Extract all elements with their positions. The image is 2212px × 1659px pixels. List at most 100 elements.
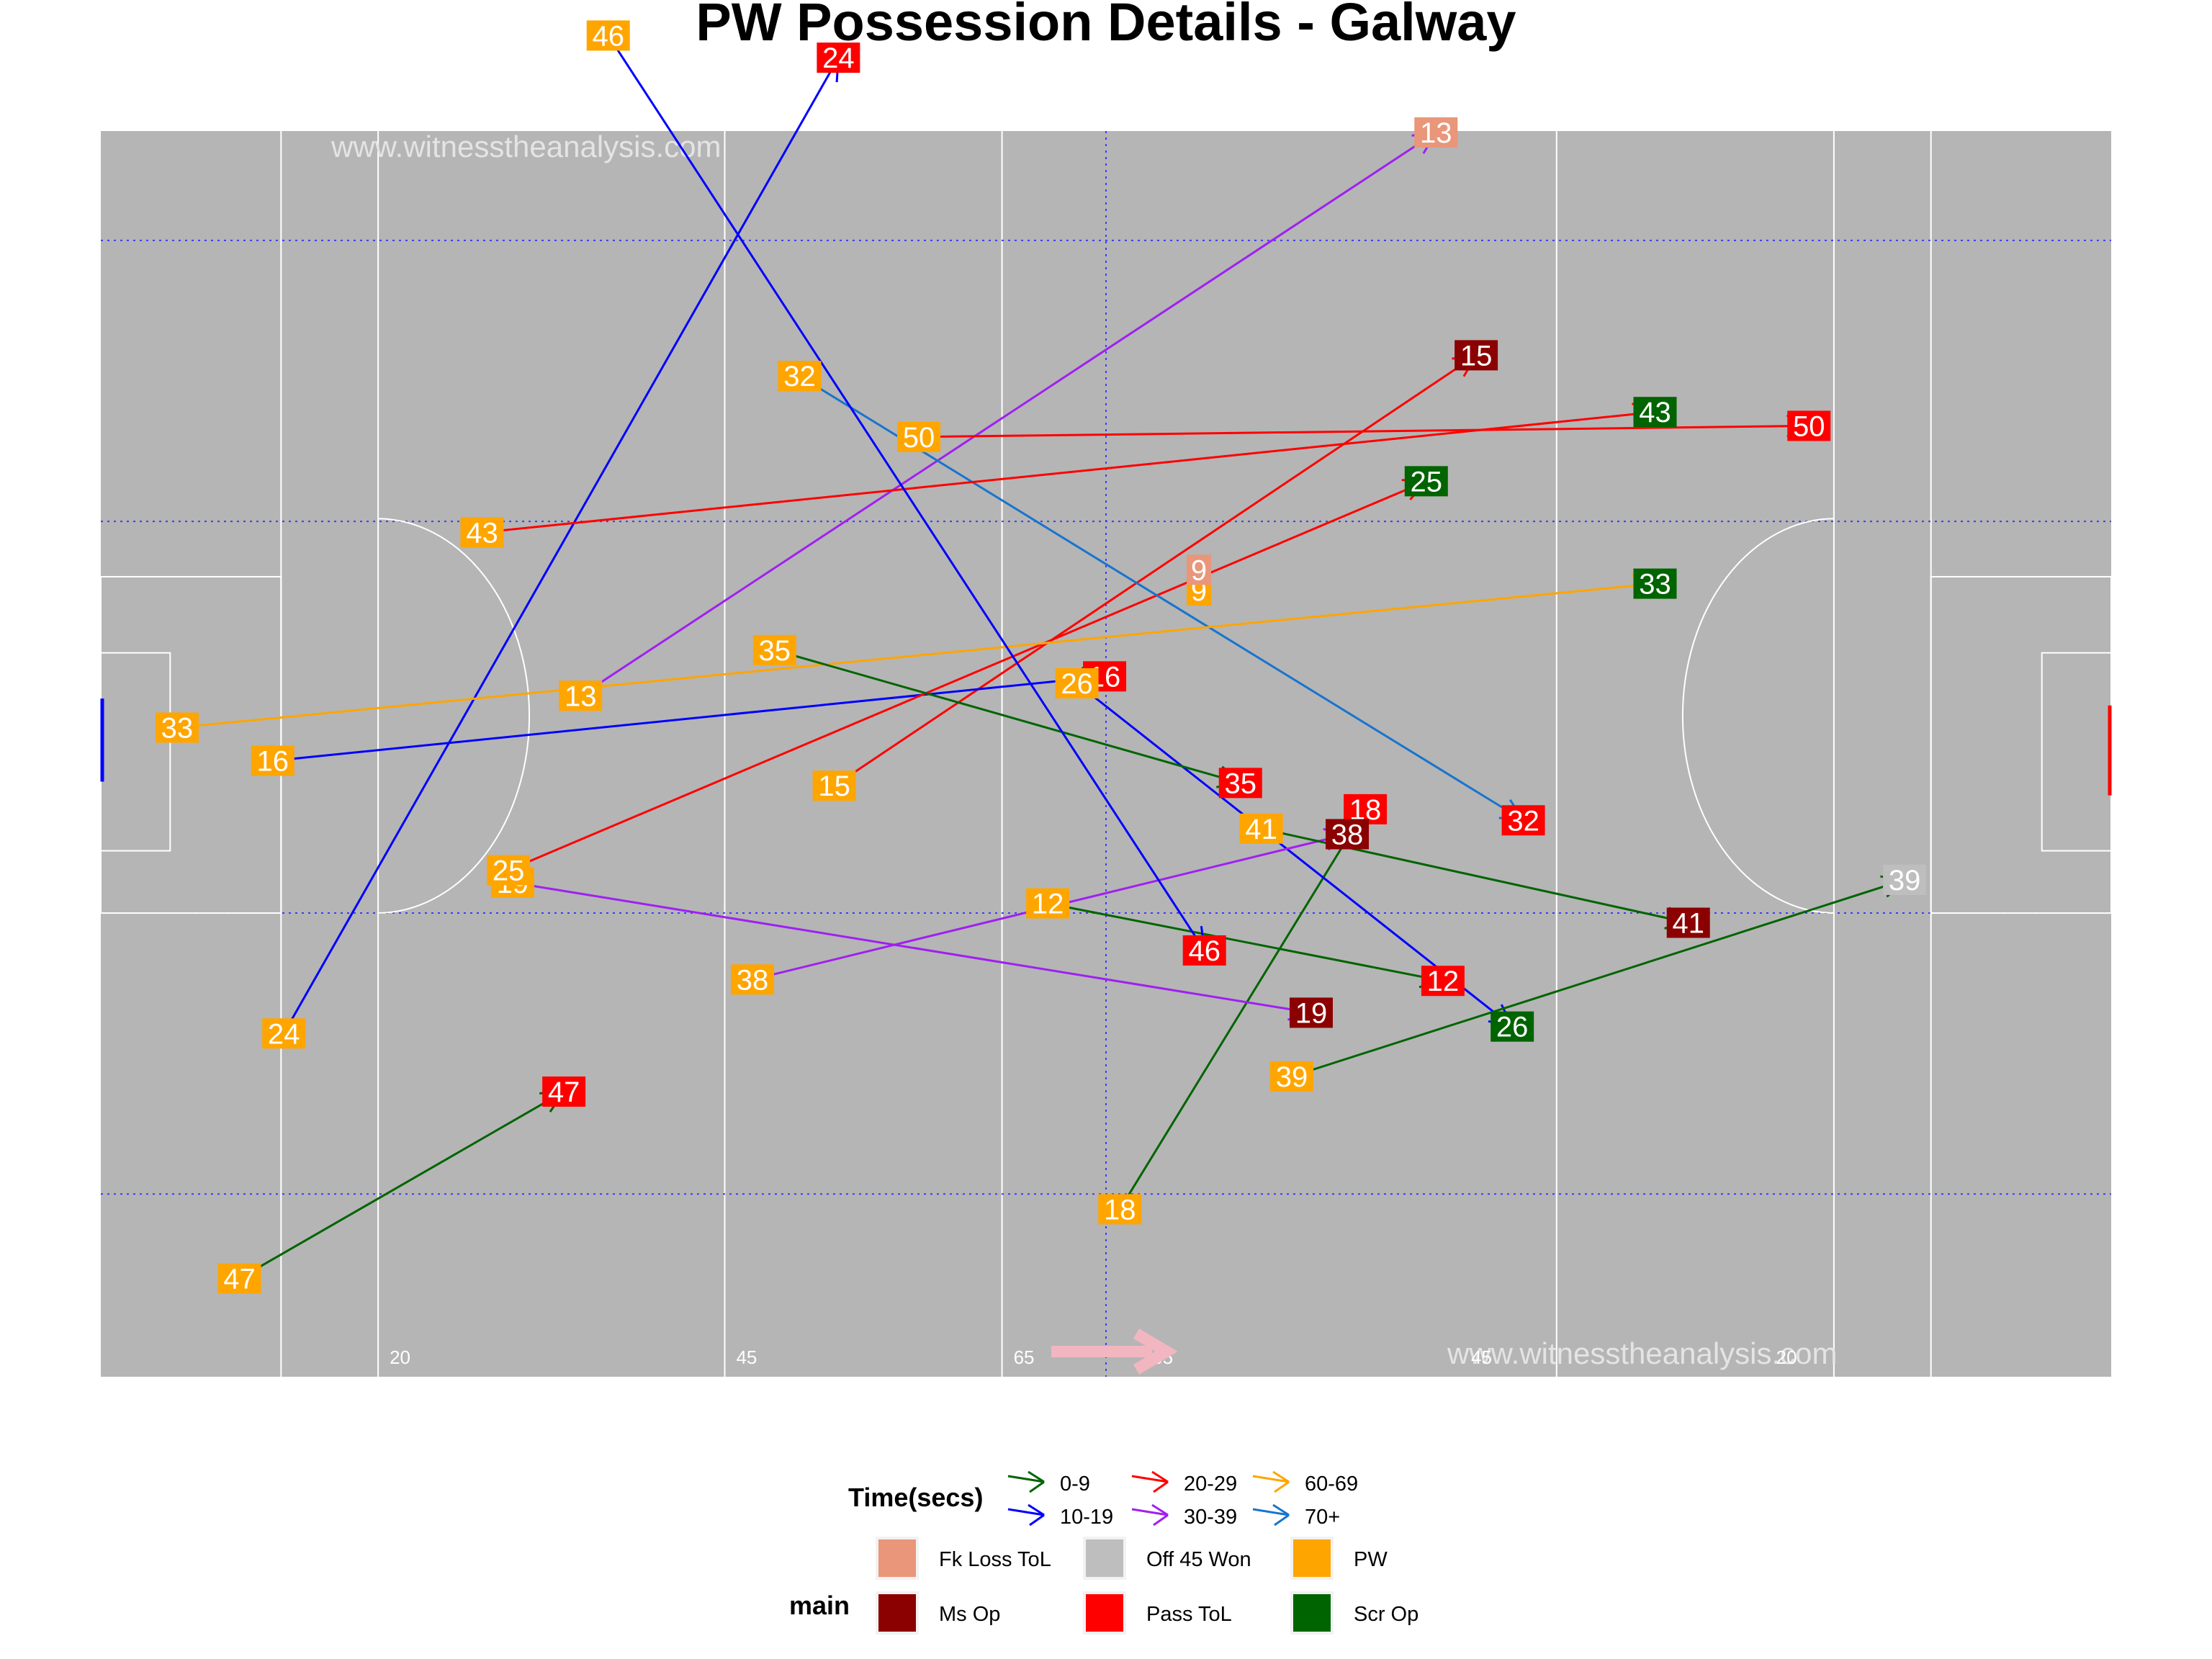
possession-start-label-box [730, 964, 774, 995]
legend-time-key [1029, 1514, 1045, 1527]
possession-start-label: 46 [592, 20, 624, 52]
possession-line [176, 583, 1655, 729]
possession-start-label: 13 [565, 680, 597, 712]
possession-start-label-box [1270, 1061, 1314, 1092]
possession-start-label: 35 [759, 635, 791, 667]
watermark-top: www.witnesstheanalysis.com [331, 130, 721, 163]
possession-line [607, 35, 1205, 951]
possession-end-label-box [1182, 935, 1226, 966]
legend-time-key [1029, 1480, 1045, 1493]
possession-end-label: 25 [1411, 466, 1443, 498]
legend-time-title: Time(secs) [848, 1483, 983, 1512]
possession-end-label: 12 [1427, 966, 1460, 997]
legend-time-key [1272, 1470, 1290, 1483]
possession-end-label: 43 [1639, 397, 1671, 428]
possession-line [272, 675, 1105, 763]
possession-line [282, 57, 840, 1035]
possession-start-label: 24 [268, 1018, 300, 1050]
possession-end-label: 24 [822, 42, 855, 74]
possession-end-label-box [1289, 997, 1333, 1028]
legend-time: Time(secs) 0-9 10-19 20-29 30-39 60-69 70+ [848, 1470, 1358, 1529]
possession-end-label-box [1491, 1011, 1534, 1042]
possession-start-label: 38 [737, 964, 769, 996]
possession-line [1291, 878, 1905, 1078]
legend-main-key [1086, 1594, 1123, 1632]
possession-start-label-box [460, 517, 504, 548]
possession-line [580, 131, 1437, 697]
possession-line [508, 480, 1427, 871]
possession-end-label: 33 [1639, 569, 1671, 601]
possession-end-label: 46 [1188, 935, 1220, 967]
legend-main-label: Fk Loss ToL [939, 1548, 1051, 1571]
possession-end-label-box [1455, 340, 1498, 371]
legend-time-key [1252, 1475, 1290, 1483]
possession-start-label-box [487, 855, 531, 886]
attack-direction-arrow [1051, 1328, 1178, 1375]
legend-time-key [1007, 1475, 1045, 1483]
legend-main-key [1293, 1539, 1331, 1577]
legend-main-label: Off 45 Won [1146, 1548, 1251, 1571]
legend-time-label: 30-39 [1184, 1506, 1237, 1529]
possession-start-label: 18 [1104, 1194, 1136, 1226]
possession-end-label: 38 [1331, 819, 1364, 850]
d-arc-right [1681, 518, 1834, 914]
possession-line [512, 881, 1312, 1014]
possession-end-label: 47 [548, 1076, 580, 1108]
possession-end-label-box [1883, 864, 1927, 895]
possession-end-label: 19 [1295, 997, 1328, 1029]
legend-time-key [1028, 1470, 1045, 1483]
legend-time-key [1252, 1508, 1290, 1516]
possession-end-label-box [1404, 466, 1448, 497]
possession-end-label: 9 [1191, 554, 1207, 586]
possession-start-label: 25 [493, 855, 525, 886]
legend-time-key [1131, 1475, 1169, 1483]
possession-start-label: 43 [466, 517, 498, 549]
possession-end-label: 15 [1460, 340, 1493, 372]
legend-time-key [1028, 1503, 1045, 1516]
possession-end-label-box [1633, 568, 1677, 599]
legend-main-label: Ms Op [939, 1603, 1000, 1626]
pitch-distance-label: 65 [1014, 1346, 1035, 1368]
possession-end-label: 41 [1672, 908, 1704, 940]
possession-end-label-box [1666, 907, 1710, 938]
possession-end-label-box [1414, 117, 1458, 148]
legend-time-key [1272, 1503, 1290, 1516]
legend-main-key [878, 1594, 916, 1632]
possession-end-label: 35 [1225, 768, 1257, 799]
possession-start-label: 47 [223, 1264, 256, 1295]
legend-time-label: 0-9 [1060, 1473, 1090, 1496]
legend-time-key [1153, 1480, 1169, 1493]
pitch-markings [100, 131, 2113, 1377]
possession-start-label: 32 [783, 361, 816, 392]
possession-labels: 9912121313151516161818191924242525262632… [155, 20, 1927, 1295]
possession-start-label-box [1026, 888, 1070, 919]
possession-start-label: 39 [1276, 1061, 1308, 1093]
possession-end-label-box [1326, 819, 1370, 850]
legend-time-label: 60-69 [1305, 1473, 1358, 1496]
legend-time-key [1007, 1508, 1045, 1516]
possession-end-label-box [542, 1076, 586, 1107]
possession-end-label: 32 [1507, 805, 1539, 837]
possession-line [774, 649, 1241, 784]
possession-end-label-box [1421, 966, 1465, 997]
possession-start-label-box [262, 1018, 306, 1049]
legend-time-key [1153, 1514, 1169, 1527]
pitch-distance-label: 45 [1471, 1346, 1492, 1368]
d-arc-left [378, 518, 531, 914]
pitch-distance-label: 45 [736, 1346, 757, 1368]
possession-start-label: 16 [257, 746, 289, 778]
possession-start-label: 26 [1061, 668, 1093, 700]
possession-start-label-box [251, 745, 295, 776]
possession-start-label: 33 [161, 712, 194, 744]
possession-end-label: 50 [1793, 410, 1825, 442]
possession-start-label-box [217, 1263, 261, 1294]
legend-main-key [1086, 1539, 1123, 1577]
possession-end-label-box [817, 42, 860, 73]
legend-time-label: 10-19 [1060, 1506, 1113, 1529]
legend-time-key [1274, 1480, 1290, 1493]
possession-start-label-box [752, 634, 796, 665]
watermark-bottom: www.witnesstheanalysis.com [1447, 1336, 1838, 1370]
legend-time-key [1151, 1470, 1169, 1483]
legend-main-key [878, 1539, 916, 1577]
